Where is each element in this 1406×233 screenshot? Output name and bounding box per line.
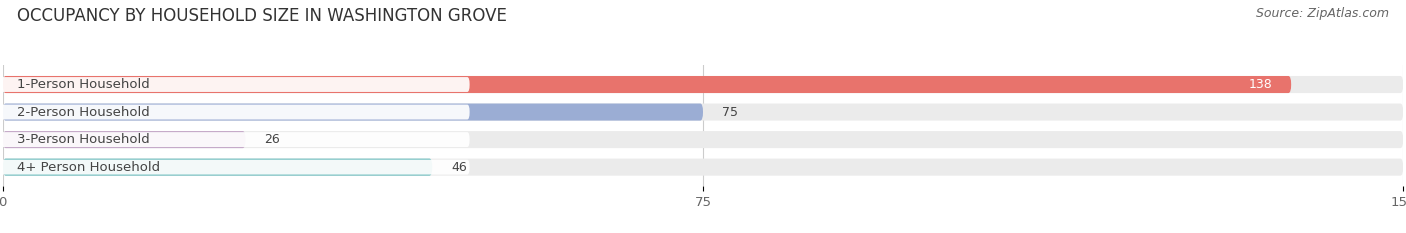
FancyBboxPatch shape xyxy=(0,77,470,92)
FancyBboxPatch shape xyxy=(3,76,1403,93)
FancyBboxPatch shape xyxy=(3,103,703,121)
FancyBboxPatch shape xyxy=(0,160,470,175)
FancyBboxPatch shape xyxy=(3,131,1403,148)
Text: 4+ Person Household: 4+ Person Household xyxy=(17,161,160,174)
Text: 46: 46 xyxy=(451,161,467,174)
FancyBboxPatch shape xyxy=(3,76,1291,93)
Text: 1-Person Household: 1-Person Household xyxy=(17,78,149,91)
FancyBboxPatch shape xyxy=(3,159,1403,176)
FancyBboxPatch shape xyxy=(3,159,432,176)
Text: Source: ZipAtlas.com: Source: ZipAtlas.com xyxy=(1256,7,1389,20)
FancyBboxPatch shape xyxy=(0,105,470,120)
FancyBboxPatch shape xyxy=(0,132,470,147)
FancyBboxPatch shape xyxy=(3,131,246,148)
FancyBboxPatch shape xyxy=(3,103,1403,121)
Text: 138: 138 xyxy=(1249,78,1272,91)
Text: 2-Person Household: 2-Person Household xyxy=(17,106,149,119)
Text: 26: 26 xyxy=(264,133,280,146)
Text: 75: 75 xyxy=(721,106,738,119)
Text: OCCUPANCY BY HOUSEHOLD SIZE IN WASHINGTON GROVE: OCCUPANCY BY HOUSEHOLD SIZE IN WASHINGTO… xyxy=(17,7,506,25)
Text: 3-Person Household: 3-Person Household xyxy=(17,133,149,146)
